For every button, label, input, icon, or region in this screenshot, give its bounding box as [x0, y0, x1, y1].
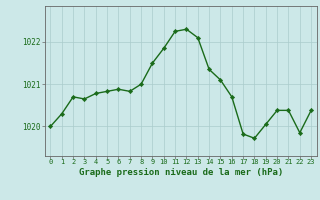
X-axis label: Graphe pression niveau de la mer (hPa): Graphe pression niveau de la mer (hPa)	[79, 168, 283, 177]
